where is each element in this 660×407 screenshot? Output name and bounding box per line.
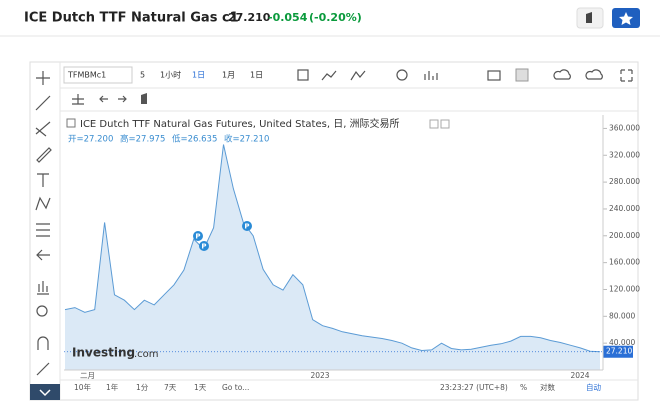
y-tick-label: 360.000 — [609, 123, 640, 132]
alert-icon — [586, 12, 592, 23]
indicator-icon[interactable] — [350, 70, 366, 81]
x-tick-label: 2024 — [570, 371, 589, 380]
line-tool[interactable] — [35, 95, 51, 111]
x-tick-label: 2023 — [310, 371, 329, 380]
interval-button[interactable]: 1日 — [192, 71, 205, 80]
watermark: Investing — [72, 346, 135, 360]
camera-icon[interactable] — [487, 70, 501, 81]
area-line — [64, 144, 601, 353]
measure-tool[interactable] — [36, 223, 50, 237]
y-tick-label: 320.000 — [609, 150, 640, 159]
symbol-box[interactable] — [63, 66, 133, 84]
price: 27.210 — [228, 11, 271, 24]
chart-title: ICE Dutch TTF Natural Gas Futures, Unite… — [80, 117, 400, 130]
color-icon[interactable] — [515, 68, 529, 82]
brush-tool[interactable] — [36, 147, 52, 163]
zoom-tool[interactable] — [36, 305, 48, 317]
collapse-button[interactable] — [30, 384, 60, 400]
legend-settings[interactable] — [429, 119, 439, 129]
scale-icon[interactable] — [72, 94, 84, 105]
interval-button[interactable]: 1月 — [222, 71, 235, 80]
range-button[interactable]: 1分 — [136, 383, 149, 392]
range-button[interactable]: 1年 — [106, 382, 119, 392]
scale-option[interactable]: 对数 — [540, 382, 555, 392]
settings-icon[interactable] — [396, 69, 408, 81]
interval-button[interactable]: 5 — [140, 71, 145, 80]
magnet-tool[interactable] — [37, 336, 49, 350]
event-marker-label: P — [244, 223, 249, 231]
star-icon — [619, 12, 633, 25]
change-pct: (-0.20%) — [309, 11, 362, 24]
y-tick-label: 280.000 — [609, 177, 640, 186]
ohlc-value: 低=26.635 — [172, 134, 217, 145]
collapse-icon — [39, 389, 51, 397]
cloud-up-icon[interactable] — [585, 69, 603, 80]
title: ICE Dutch TTF Natural Gas c1 — [24, 11, 239, 26]
range-button[interactable]: Go to... — [222, 383, 249, 392]
cloud-down-icon[interactable] — [553, 69, 571, 80]
event-marker[interactable] — [193, 231, 203, 241]
event-marker[interactable] — [199, 241, 209, 251]
event-marker[interactable] — [242, 221, 252, 231]
y-tick-label: 120.000 — [609, 284, 640, 293]
y-tick-label: 80.000 — [609, 311, 635, 320]
bars-icon[interactable] — [424, 71, 438, 80]
ohlc-value: 收=27.210 — [224, 134, 269, 145]
pencil-tool[interactable] — [36, 362, 50, 376]
toolbar-icons — [72, 68, 633, 105]
scale-option[interactable]: 自动 — [586, 382, 601, 392]
ohlc-value: 开=27.200 — [68, 135, 113, 145]
change: -0.054 — [268, 11, 308, 24]
fib-tool[interactable] — [35, 121, 51, 137]
symbol: TFMBMc1 — [67, 71, 106, 80]
fullscreen-icon[interactable] — [620, 69, 633, 82]
clock: 23:23:27 (UTC+8) — [440, 383, 508, 392]
collapse-legend[interactable] — [66, 118, 76, 128]
sidebar — [30, 71, 60, 400]
legend-close[interactable] — [440, 119, 450, 129]
candles-icon[interactable] — [297, 69, 309, 81]
redo-icon[interactable] — [118, 95, 127, 103]
range-button[interactable]: 7天 — [164, 383, 177, 392]
alert-add-icon[interactable] — [141, 93, 147, 104]
watermark-suffix: .com — [134, 349, 159, 360]
chart-tool[interactable] — [37, 281, 49, 295]
chart-widget — [29, 61, 639, 401]
event-marker-label: P — [201, 243, 206, 251]
header — [0, 0, 660, 36]
undo-icon[interactable] — [99, 95, 108, 103]
event-marker-label: P — [195, 233, 200, 241]
scale-option[interactable]: % — [520, 383, 527, 392]
back-tool[interactable] — [36, 249, 50, 261]
range-button[interactable]: 10年 — [74, 382, 92, 392]
last-price-label: 27.210 — [606, 347, 632, 356]
y-tick-label: 200.000 — [609, 231, 640, 240]
y-tick-label: 160.000 — [609, 258, 640, 267]
text-tool[interactable] — [37, 173, 49, 187]
y-tick-label: 40.000 — [609, 338, 635, 347]
interval-button[interactable]: 1小时 — [160, 70, 181, 80]
area-fill — [65, 144, 600, 370]
crosshair-tool[interactable] — [36, 71, 50, 85]
line-icon[interactable] — [321, 70, 337, 81]
last-price-box — [603, 345, 633, 358]
range-button[interactable]: 1天 — [194, 383, 207, 392]
interval-button[interactable]: 1日 — [250, 71, 263, 80]
y-tick-label: 240.000 — [609, 204, 640, 213]
ohlc-value: 高=27.975 — [120, 134, 165, 145]
x-tick-label: 二月 — [80, 371, 95, 380]
pattern-tool[interactable] — [35, 196, 51, 211]
